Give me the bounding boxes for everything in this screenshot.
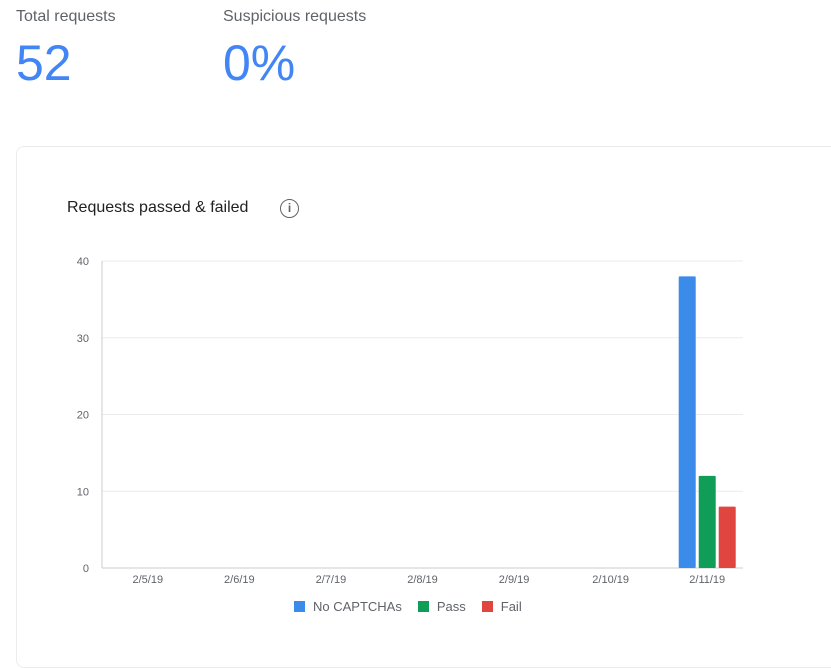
bar-pass	[698, 475, 716, 568]
y-tick-label: 10	[77, 486, 89, 498]
y-tick-label: 20	[77, 410, 89, 422]
x-tick-label: 2/7/19	[316, 574, 347, 586]
legend-item[interactable]: Fail	[481, 599, 522, 614]
info-icon[interactable]: i	[280, 199, 299, 218]
bar-no-captchas	[678, 276, 696, 568]
stat-label: Suspicious requests	[223, 8, 367, 25]
stat-total-requests: Total requests 52	[16, 8, 116, 88]
legend-item[interactable]: No CAPTCHAs	[294, 599, 402, 614]
y-tick-label: 30	[77, 333, 89, 345]
legend-swatch	[481, 601, 493, 612]
x-tick-label: 2/8/19	[407, 574, 438, 586]
stat-value: 0%	[223, 35, 296, 91]
y-tick-label: 40	[77, 256, 89, 268]
stat-label: Total requests	[16, 8, 116, 25]
stat-value: 52	[16, 35, 72, 91]
x-tick-label: 2/6/19	[224, 574, 255, 586]
chart-legend: No CAPTCHAs Pass Fail	[294, 599, 522, 614]
legend-swatch	[417, 601, 429, 612]
x-tick-label: 2/5/19	[132, 574, 163, 586]
legend-label: No CAPTCHAs	[313, 599, 402, 614]
bar-fail	[718, 506, 736, 568]
stat-suspicious-requests: Suspicious requests 0%	[223, 8, 366, 88]
x-tick-label: 2/9/19	[499, 574, 530, 586]
legend-item[interactable]: Pass	[417, 599, 466, 614]
legend-label: Fail	[500, 599, 522, 614]
chart-title: Requests passed & failed	[67, 199, 249, 216]
x-tick-label: 2/10/19	[592, 574, 629, 586]
bar-chart: 0 10 20 30 40 2/5/19 2/6/19 2/7/19 2/8/19 2/9/19 2…	[77, 256, 743, 586]
y-tick-label: 0	[83, 563, 89, 575]
legend-swatch	[294, 601, 305, 612]
x-tick-label: 2/11/19	[689, 574, 725, 586]
legend-label: Pass	[436, 599, 466, 614]
